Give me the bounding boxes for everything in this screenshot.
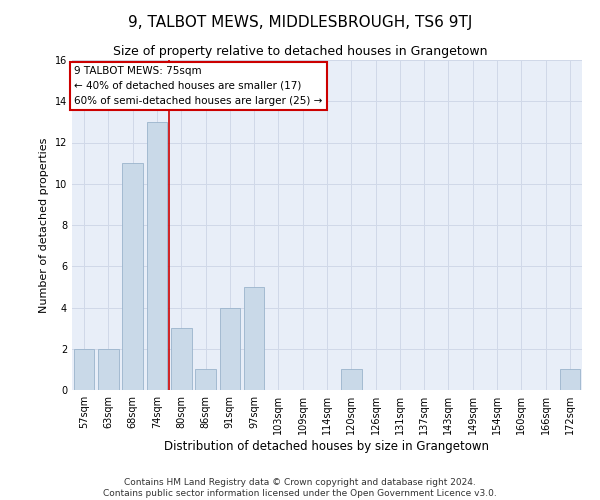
- Bar: [220, 308, 240, 390]
- Text: 9, TALBOT MEWS, MIDDLESBROUGH, TS6 9TJ: 9, TALBOT MEWS, MIDDLESBROUGH, TS6 9TJ: [128, 15, 472, 30]
- Text: Contains HM Land Registry data © Crown copyright and database right 2024.
Contai: Contains HM Land Registry data © Crown c…: [103, 478, 497, 498]
- Text: 9 TALBOT MEWS: 75sqm
← 40% of detached houses are smaller (17)
60% of semi-detac: 9 TALBOT MEWS: 75sqm ← 40% of detached h…: [74, 66, 323, 106]
- Bar: [171, 328, 191, 390]
- X-axis label: Distribution of detached houses by size in Grangetown: Distribution of detached houses by size …: [164, 440, 490, 453]
- Text: Size of property relative to detached houses in Grangetown: Size of property relative to detached ho…: [113, 45, 487, 58]
- Bar: [195, 370, 216, 390]
- Y-axis label: Number of detached properties: Number of detached properties: [39, 138, 49, 312]
- Bar: [98, 349, 119, 390]
- Bar: [560, 370, 580, 390]
- Bar: [74, 349, 94, 390]
- Bar: [146, 122, 167, 390]
- Bar: [341, 370, 362, 390]
- Bar: [244, 287, 265, 390]
- Bar: [122, 163, 143, 390]
